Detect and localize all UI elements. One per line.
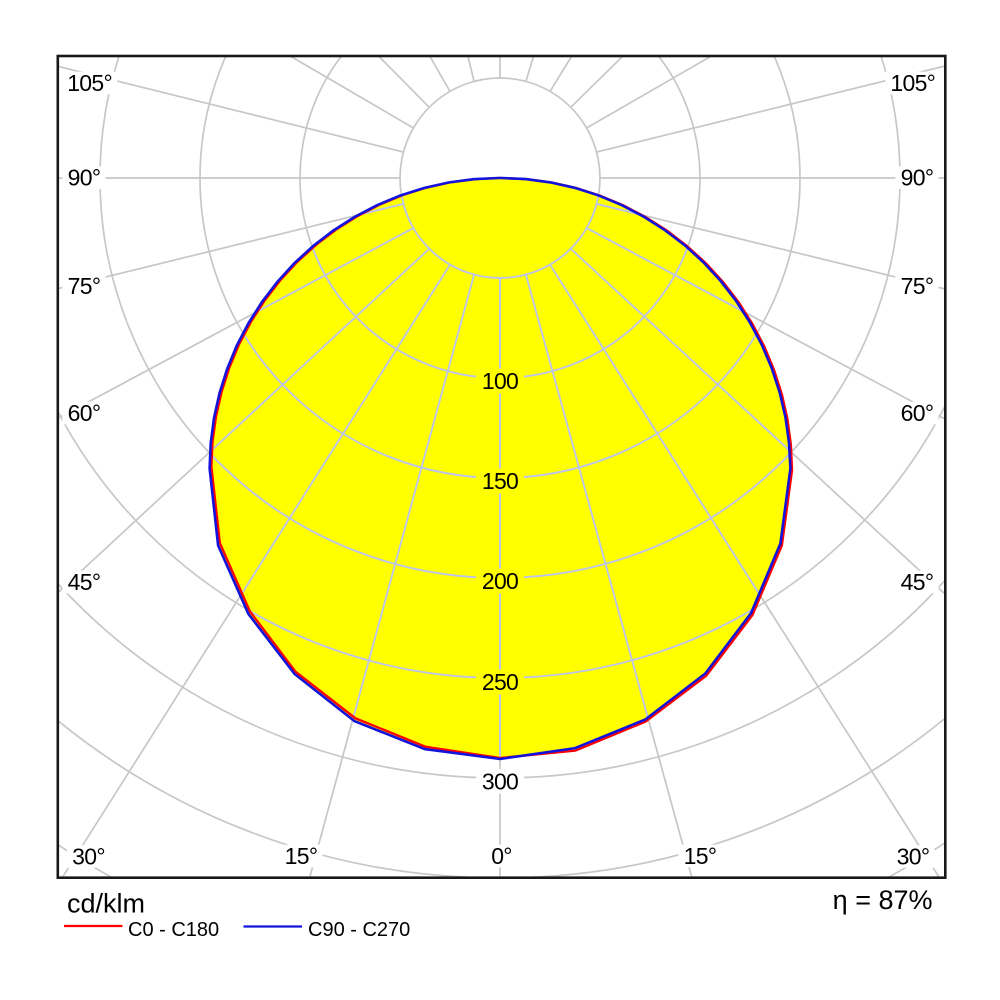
svg-text:100: 100 [482,368,518,394]
svg-text:C90 - C270: C90 - C270 [308,919,410,941]
svg-text:cd/klm: cd/klm [67,889,145,919]
svg-text:105°: 105° [890,70,935,96]
svg-text:250: 250 [482,669,518,695]
svg-text:90°: 90° [68,165,101,191]
svg-text:15°: 15° [684,843,717,869]
svg-text:300: 300 [482,768,518,794]
svg-text:0°: 0° [491,843,512,869]
svg-text:45°: 45° [901,569,934,595]
svg-text:200: 200 [482,568,518,594]
svg-text:30°: 30° [72,843,105,869]
svg-text:105°: 105° [67,70,112,96]
svg-text:60°: 60° [901,400,934,426]
svg-text:45°: 45° [68,569,101,595]
svg-text:η = 87%: η = 87% [833,885,933,915]
svg-text:75°: 75° [901,273,934,299]
svg-text:60°: 60° [68,400,101,426]
svg-text:C0 - C180: C0 - C180 [128,919,219,941]
svg-text:75°: 75° [68,273,101,299]
svg-text:15°: 15° [285,843,318,869]
svg-text:150: 150 [482,468,518,494]
svg-text:90°: 90° [901,165,934,191]
svg-text:30°: 30° [897,843,930,869]
